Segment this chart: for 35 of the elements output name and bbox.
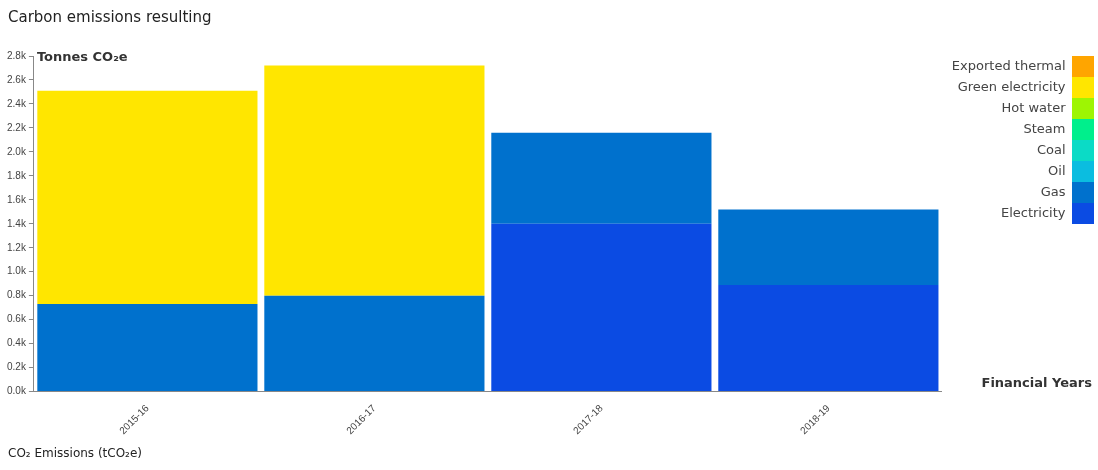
bar	[491, 223, 712, 392]
bar	[37, 304, 258, 392]
text: CO₂ Emissions (tCO₂e)	[8, 446, 142, 460]
bar	[37, 90, 258, 305]
y-tick-label: 2.8k	[7, 49, 27, 61]
y-tick-label: 1.6k	[7, 193, 27, 205]
bar	[264, 295, 485, 392]
y-tick-label: 0.0k	[7, 385, 27, 397]
y-tick-label: 1.2k	[7, 241, 27, 253]
y-tick-label: 2.2k	[7, 121, 27, 133]
y-tick-label: 0.4k	[7, 337, 27, 349]
y-tick-label: 1.8k	[7, 169, 27, 181]
legend-label: Hot water	[1001, 99, 1067, 115]
y-tick-label: 2.4k	[7, 97, 27, 109]
legend-label: Steam	[1023, 120, 1066, 136]
y-axis-title: Tonnes CO₂e	[36, 49, 128, 65]
bar	[491, 132, 712, 224]
legend-label: Electricity	[1000, 204, 1066, 220]
y-tick-label: 0.8k	[7, 289, 27, 301]
legend-label: Coal	[1036, 141, 1066, 157]
bar	[718, 284, 939, 392]
y-tick-label: 0.6k	[7, 313, 27, 325]
y-tick-label: 2.6k	[7, 73, 27, 85]
bar	[718, 209, 939, 285]
legend-label: Gas	[1040, 183, 1066, 199]
bar	[264, 65, 485, 296]
legend-label: Oil	[1048, 162, 1066, 178]
chart-title: Carbon emissions resulting	[8, 8, 212, 26]
legend-label: Exported thermal	[951, 57, 1066, 73]
y-tick-label: 1.4k	[7, 217, 27, 229]
x-axis-title: Financial Years	[981, 374, 1093, 390]
legend-label: Green electricity	[957, 78, 1066, 94]
y-tick-label: 1.0k	[7, 265, 27, 277]
y-tick-label: 2.0k	[7, 145, 27, 157]
y-tick-label: 0.2k	[7, 361, 27, 373]
